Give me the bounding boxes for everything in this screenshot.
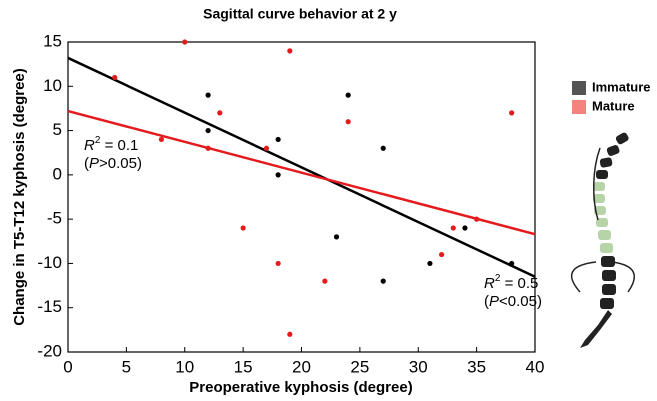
y-tick-label: -15 xyxy=(37,297,62,316)
y-tick-label: 0 xyxy=(53,164,62,183)
annotation-r: R xyxy=(484,275,495,292)
point xyxy=(205,92,211,98)
point xyxy=(112,74,118,81)
point xyxy=(158,136,164,143)
annotation-p: P xyxy=(89,155,99,172)
fit-line xyxy=(67,109,536,236)
annotation-text: <0.05) xyxy=(499,293,542,310)
y-tick-label: 10 xyxy=(43,76,62,95)
annotation-sup: 2 xyxy=(495,273,501,284)
point xyxy=(182,39,188,45)
point xyxy=(380,278,386,284)
annotation-p: P xyxy=(489,293,499,310)
x-tick-label: 40 xyxy=(526,357,545,376)
x-tick-label: 0 xyxy=(63,357,72,376)
annotation-text: ( xyxy=(484,293,489,310)
point xyxy=(427,260,433,267)
point xyxy=(275,136,281,143)
point xyxy=(509,110,515,116)
y-tick-label: -10 xyxy=(37,253,62,272)
point xyxy=(439,251,445,258)
legend-swatch xyxy=(572,81,586,95)
annotation-text: = 0.1 xyxy=(100,137,138,154)
point xyxy=(263,145,270,151)
point xyxy=(322,278,328,284)
fit-line xyxy=(67,56,536,278)
point xyxy=(380,145,386,151)
chart-title: Sagittal curve behavior at 2 y xyxy=(203,6,397,22)
point xyxy=(345,119,351,125)
y-tick-label: 5 xyxy=(53,120,62,139)
annotation: R2 = 0.5 xyxy=(484,273,538,292)
y-tick-label: -20 xyxy=(37,341,62,360)
point xyxy=(509,260,515,267)
annotation-text: = 0.5 xyxy=(500,275,538,292)
annotation-text: ( xyxy=(84,155,89,172)
annotation: (P>0.05) xyxy=(84,155,142,172)
y-axis-label: Change in T5-T12 kyphosis (degree) xyxy=(11,68,28,326)
spine-illustration xyxy=(570,132,636,348)
point xyxy=(275,260,281,267)
point xyxy=(462,225,468,231)
x-tick-label: 30 xyxy=(409,357,428,376)
annotation-text: >0.05) xyxy=(99,155,142,172)
point xyxy=(474,216,480,222)
annotation: R2 = 0.1 xyxy=(84,135,138,154)
point xyxy=(240,225,246,231)
x-tick-label: 35 xyxy=(467,357,486,376)
plot-frame xyxy=(67,41,536,353)
annotation-sup: 2 xyxy=(95,135,101,146)
annotation: (P<0.05) xyxy=(484,293,542,310)
point xyxy=(345,92,351,98)
x-tick-label: 15 xyxy=(234,357,253,376)
x-tick-label: 10 xyxy=(175,357,194,376)
legend-label: Immature xyxy=(592,79,651,94)
annotation-r: R xyxy=(84,137,95,154)
legend-label: Mature xyxy=(592,98,635,113)
point xyxy=(450,225,456,231)
x-tick-label: 20 xyxy=(292,357,311,376)
point xyxy=(275,172,281,178)
point xyxy=(205,127,211,134)
x-tick-label: 25 xyxy=(350,357,369,376)
legend-swatch xyxy=(572,100,586,114)
x-tick-label: 5 xyxy=(122,357,131,376)
point xyxy=(217,110,223,116)
x-axis-label: Preoperative kyphosis (degree) xyxy=(189,379,412,396)
point xyxy=(287,48,293,54)
y-tick-label: -5 xyxy=(47,209,62,228)
point xyxy=(333,234,340,240)
y-tick-label: 15 xyxy=(43,31,62,50)
point xyxy=(205,145,211,151)
point xyxy=(287,331,293,337)
